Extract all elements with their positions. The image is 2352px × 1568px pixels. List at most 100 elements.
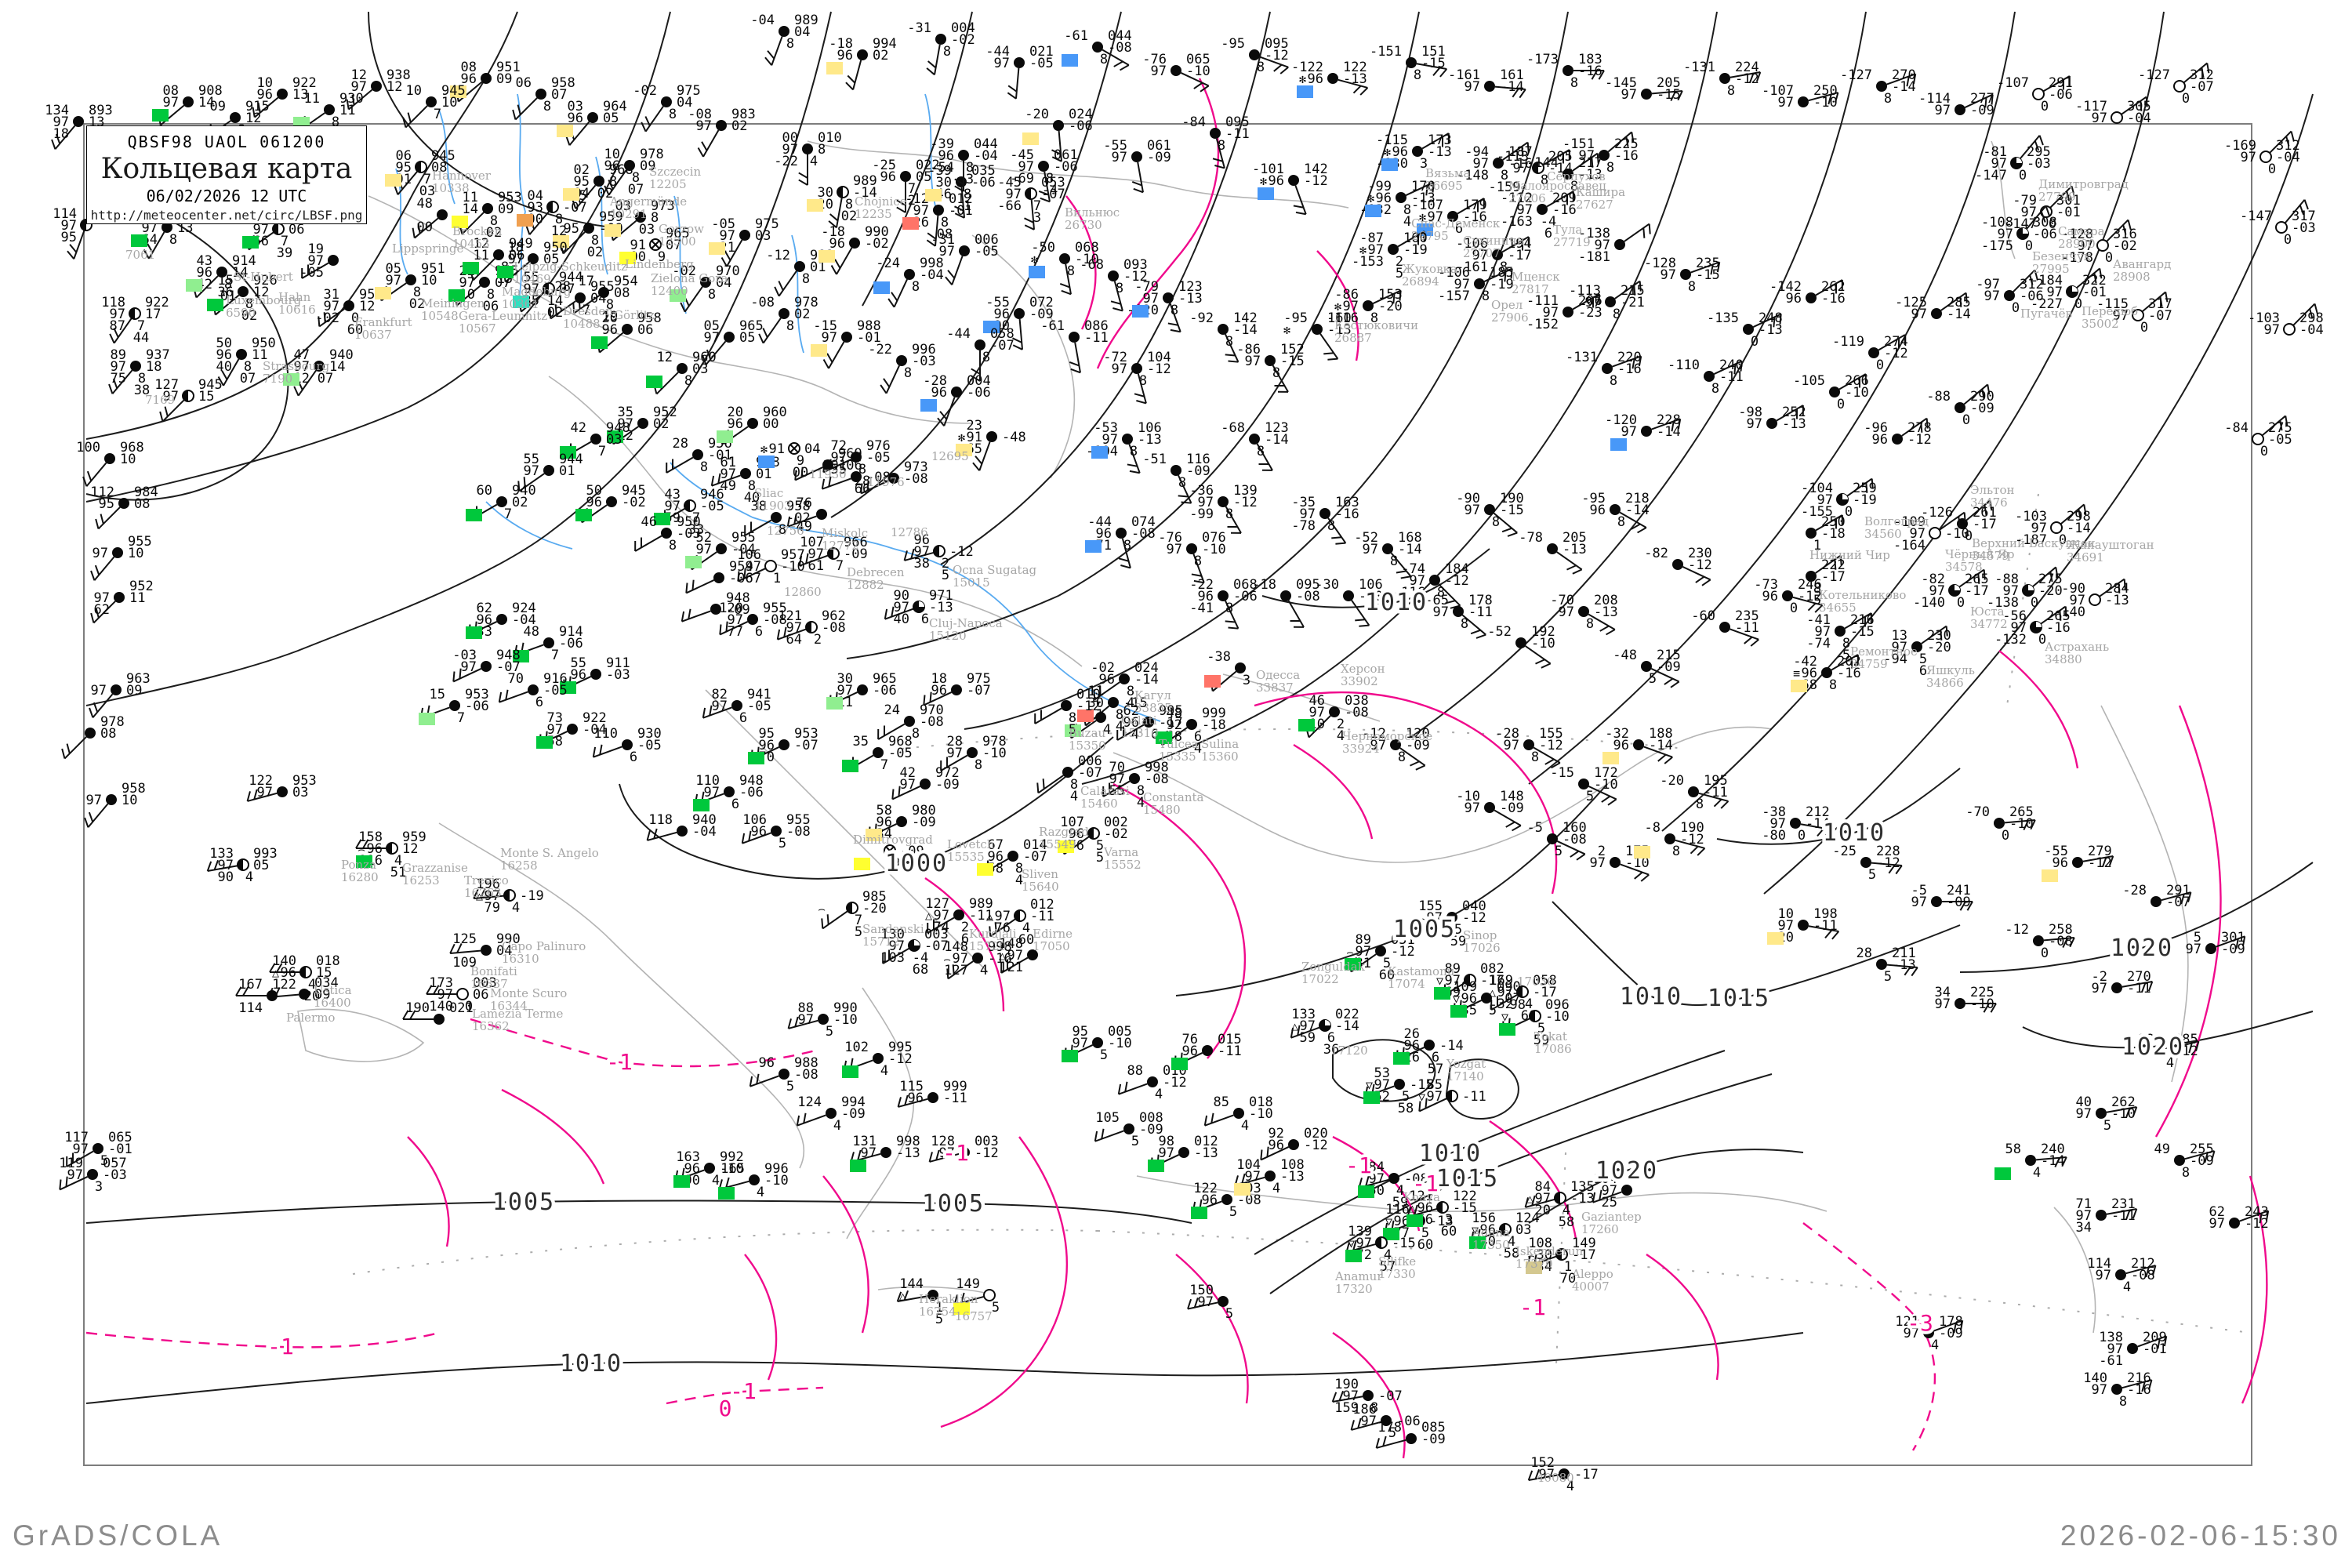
station-circle — [900, 171, 911, 182]
visibility-value: 97 — [1911, 895, 1927, 910]
temperature-value: -94 — [1465, 144, 1489, 160]
border-line — [705, 689, 989, 973]
visibility-value: 97 — [2011, 620, 2027, 636]
pressure-value: 973 — [651, 198, 675, 214]
cloud-value: 8 — [912, 279, 920, 295]
pressure-tendency-value: -10 — [1531, 636, 1555, 652]
pressure-tendency-value: -07 — [1041, 187, 1065, 202]
station-circle — [731, 700, 742, 711]
temperature-value: -97 — [1976, 277, 2000, 292]
station-circle-half — [684, 500, 690, 511]
precip-square — [1085, 540, 1102, 553]
visibility-value: 97 — [939, 244, 955, 260]
dewpoint-value: 59 — [1300, 1030, 1316, 1046]
cloud-value: 0 — [1957, 595, 1965, 611]
visibility-value: 97 — [461, 659, 477, 675]
wind-barb-shaft — [778, 270, 797, 297]
pressure-tendency-value: 07 — [495, 275, 510, 291]
cloud-value: 0 — [2025, 238, 2033, 254]
station-circle — [85, 728, 96, 739]
station-circle — [951, 387, 962, 397]
precip-square — [619, 252, 636, 264]
visibility-value: 97 — [1167, 542, 1182, 557]
wind-barb-tick — [681, 611, 685, 622]
wind-barb-tick — [1410, 760, 1420, 767]
cloud-value: 02 — [409, 296, 425, 312]
station-circle — [583, 223, 594, 234]
wind-barb-tick — [86, 470, 93, 481]
visibility-value: 97 — [1428, 209, 1443, 225]
wind-barb-shaft — [702, 129, 720, 158]
pressure-tendency-value: -12 — [1304, 173, 1328, 189]
pressure-tendency-value: 06 — [637, 322, 653, 338]
cloud-value: 8 — [2119, 1394, 2127, 1410]
station-id: 15350 — [1069, 739, 1106, 753]
visibility-value: 97 — [1991, 156, 2007, 172]
temperature-value: 04 — [528, 188, 543, 204]
wind-barb-tick — [2066, 191, 2071, 201]
wind-barb-tick — [756, 1073, 760, 1084]
station-circle — [1614, 239, 1625, 250]
visibility-value: 97 — [53, 114, 69, 130]
cloud-value: 5 — [1586, 789, 1594, 804]
temperature-value: -111 — [1526, 293, 1559, 309]
border-line — [297, 1008, 425, 1062]
visibility-value: 97 — [2113, 308, 2129, 324]
station-circle — [2111, 111, 2123, 124]
cloud-value: 8 — [1194, 554, 1202, 569]
visibility-value: 97 — [1621, 424, 1637, 440]
pressure-value: 012 — [949, 191, 973, 207]
wind-barb-tick — [822, 359, 829, 369]
map-title: Кольцевая карта — [100, 153, 353, 185]
station-id: 15120 — [929, 629, 967, 643]
wind-barb-tick — [762, 328, 768, 338]
wind-barb-tick — [1871, 478, 1874, 489]
temperature-value: 00 — [782, 130, 798, 146]
temperature-value: -28 — [2122, 883, 2147, 898]
station-circle-half — [837, 187, 843, 198]
temperature-value: -39 — [927, 163, 952, 179]
visibility-value: 96 — [1269, 173, 1284, 189]
temperature-value: 43 — [197, 253, 212, 269]
pressure-tendency-value: -07 — [496, 659, 521, 675]
pressure-tendency-value: -12 — [1147, 361, 1171, 377]
station-circle — [1563, 307, 1573, 318]
precip-square — [826, 697, 843, 710]
station-circle — [481, 945, 492, 956]
station-plot: 15 953-067 — [419, 687, 489, 726]
visibility-value: 97 — [1473, 156, 1489, 172]
wind-barb-tick — [1865, 482, 1868, 493]
pressure-tendency-value: -14 — [1398, 542, 1422, 557]
wind-barb-tick — [927, 232, 937, 240]
station-id: 34560 — [1864, 527, 1902, 541]
visibility-value: 96 — [880, 169, 896, 185]
pressure-value: 295 — [2027, 144, 2051, 160]
border-line — [548, 376, 777, 565]
station-id: 34880 — [2045, 652, 2082, 666]
station-circle — [1719, 73, 1730, 84]
precip-square — [956, 444, 972, 456]
precip-square — [850, 1160, 866, 1172]
pressure-tendency-value: -01 — [2143, 1341, 2167, 1357]
pressure-tendency-value: 12 — [387, 79, 402, 95]
wind-barb-tick — [860, 483, 863, 494]
pressure-value: 322 — [2082, 273, 2107, 289]
pressure-tendency-value: -08 — [1131, 526, 1156, 542]
pressure-tendency-value: 8 — [609, 174, 617, 190]
weather-symbol: ≡ — [1793, 666, 1800, 681]
station-plot: -24 998-048 — [873, 256, 944, 308]
pressure-tendency-value: -08 — [920, 714, 944, 730]
visibility-value: 97 — [1892, 640, 1907, 655]
station-circle — [951, 684, 962, 695]
station-circle — [1218, 590, 1229, 601]
station-circle — [1233, 1108, 1244, 1119]
pressure-tendency-value: -02 — [2113, 238, 2137, 254]
temperature-value: -184 — [2031, 273, 2063, 289]
weather-symbol: ▽ — [1385, 1214, 1392, 1229]
